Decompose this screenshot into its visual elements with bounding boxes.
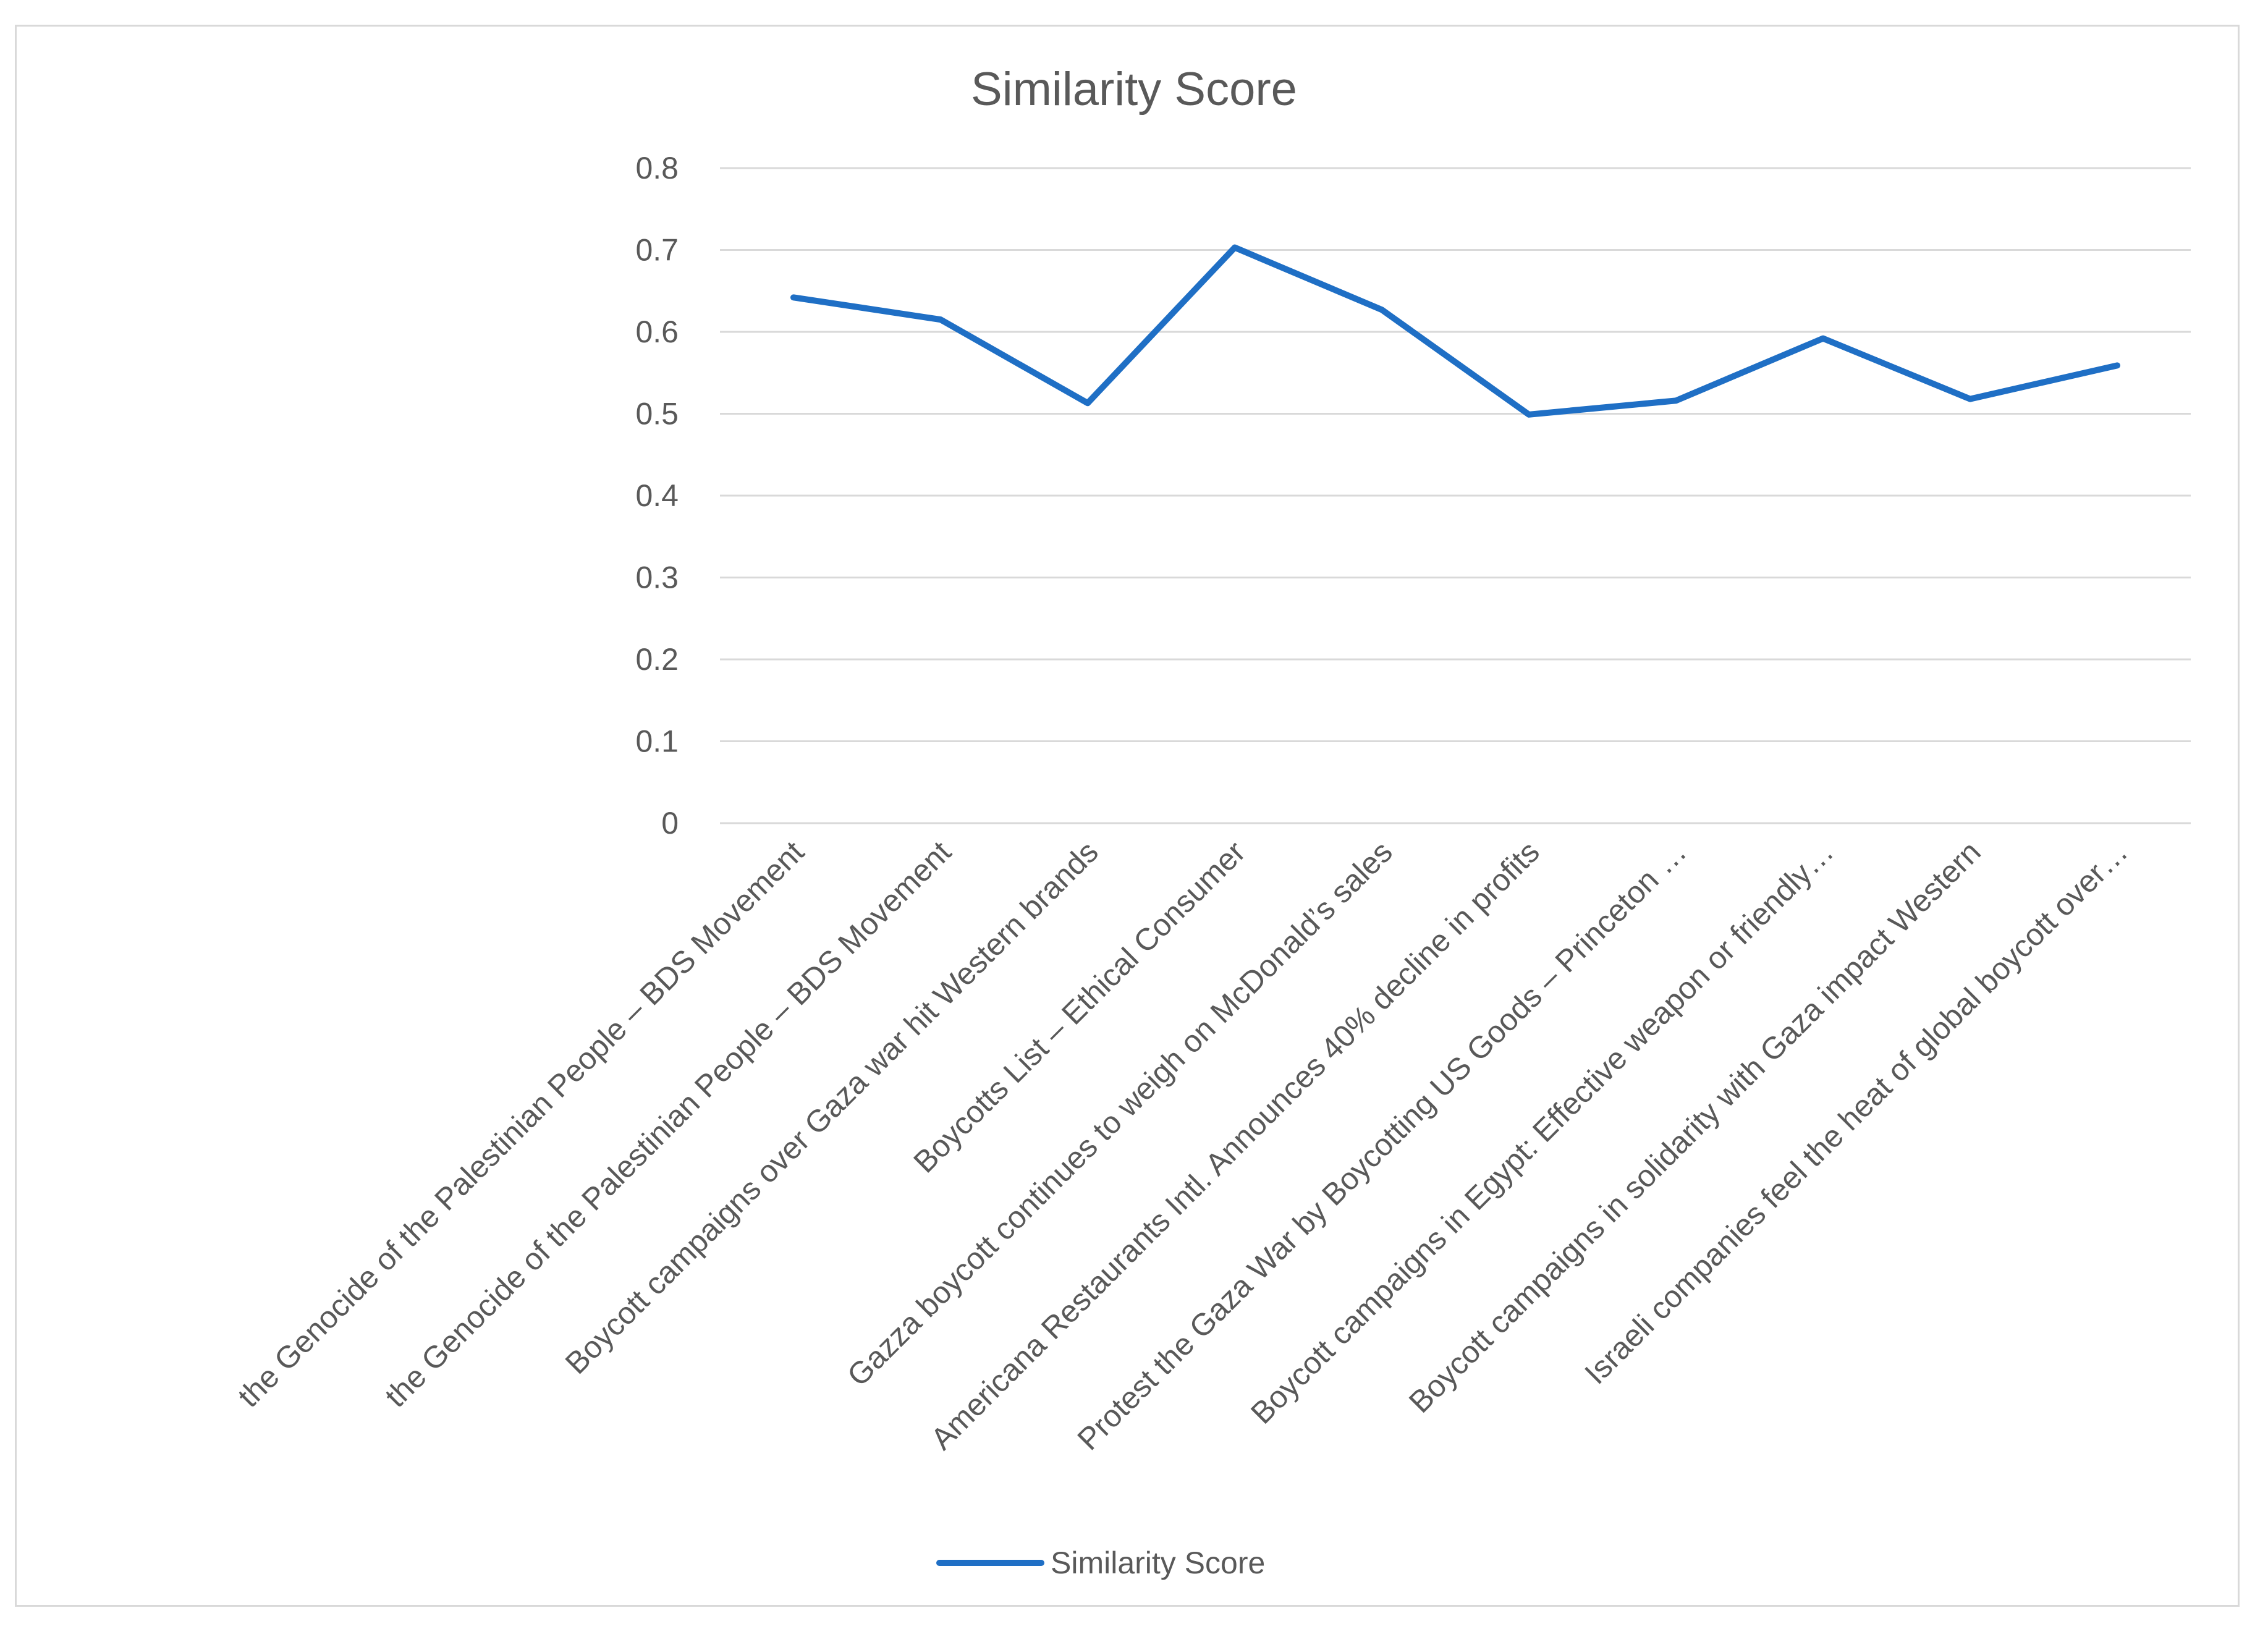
data-point[interactable] xyxy=(1968,396,1973,402)
chart-frame xyxy=(15,25,2240,1607)
data-point[interactable] xyxy=(2115,363,2120,368)
y-tick-label: 0.5 xyxy=(635,397,679,431)
data-point[interactable] xyxy=(938,317,943,323)
data-point[interactable] xyxy=(1526,412,1531,417)
data-point[interactable] xyxy=(791,295,796,300)
data-point[interactable] xyxy=(1821,336,1826,341)
legend[interactable]: Similarity Score xyxy=(936,1546,1265,1580)
series-layer xyxy=(790,244,2120,418)
y-tick-label: 0.8 xyxy=(635,151,679,185)
data-point[interactable] xyxy=(1232,245,1237,250)
x-category-label: Gazza boycott continues to weigh on McDo… xyxy=(840,834,1399,1393)
x-category-label: the Genocide of the Palestinian People –… xyxy=(231,834,811,1414)
legend-label: Similarity Score xyxy=(1051,1546,1265,1580)
x-axis-categories: the Genocide of the Palestinian People –… xyxy=(231,834,2135,1457)
x-category-label: Boycott campaigns over Gaza war hit West… xyxy=(559,834,1105,1381)
y-tick-label: 0.6 xyxy=(635,315,679,349)
y-tick-label: 0.1 xyxy=(635,724,679,759)
series-line[interactable] xyxy=(790,244,2120,418)
y-tick-label: 0.7 xyxy=(635,233,679,268)
x-category-label: Boycott campaigns in solidarity with Gaz… xyxy=(1402,834,1987,1420)
y-tick-label: 0.3 xyxy=(635,561,679,595)
gridlines xyxy=(720,167,2191,824)
data-point[interactable] xyxy=(1673,398,1678,404)
y-axis-ticks: 0 0.1 0.2 0.3 0.4 0.5 0.6 0.7 0.8 xyxy=(635,151,679,840)
x-category-label: the Genocide of the Palestinian People –… xyxy=(378,834,958,1414)
x-category-label: Israeli companies feel the heat of globa… xyxy=(1578,834,2134,1390)
y-tick-label: 0.2 xyxy=(635,642,679,677)
x-category-label: Boycotts List – Ethical Consumer xyxy=(907,834,1251,1179)
data-point[interactable] xyxy=(1085,400,1090,406)
y-tick-label: 0 xyxy=(661,806,679,840)
chart-title: Similarity Score xyxy=(971,63,1297,116)
data-point[interactable] xyxy=(1379,307,1384,313)
y-tick-label: 0.4 xyxy=(635,478,679,513)
